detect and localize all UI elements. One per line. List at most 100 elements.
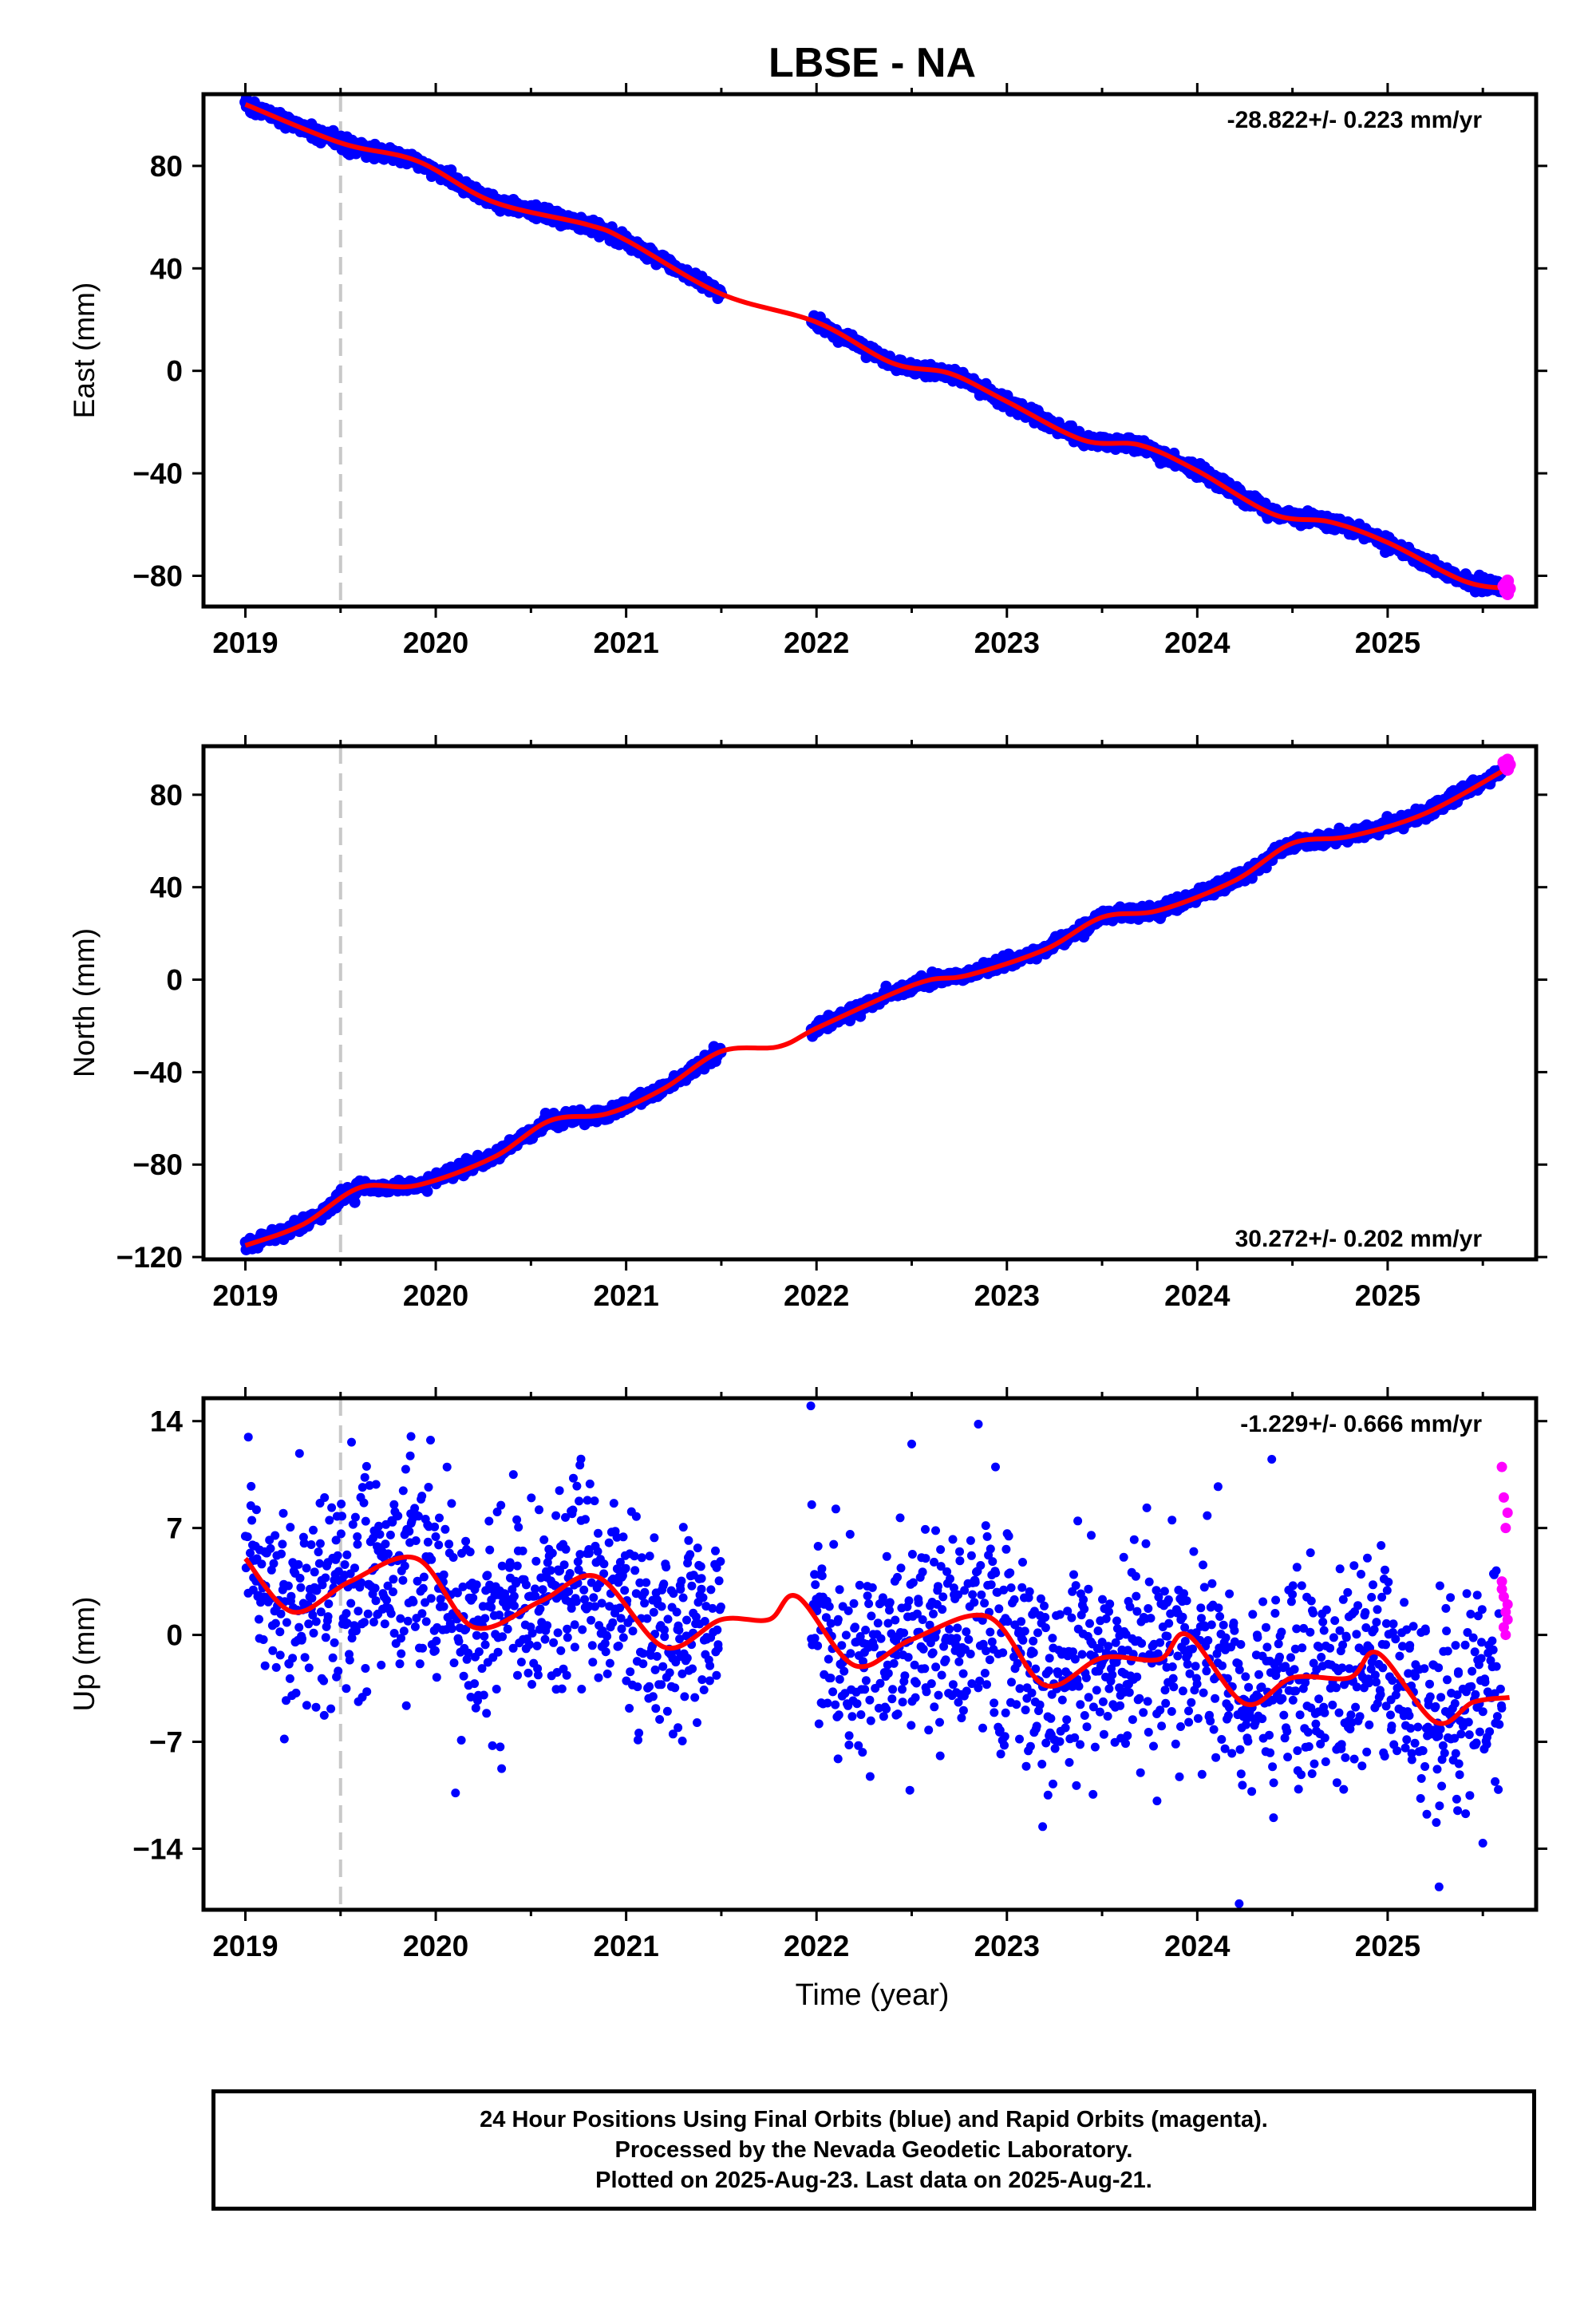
final-orbit-point — [1046, 1713, 1056, 1723]
final-orbit-point — [477, 1664, 487, 1674]
final-orbit-point — [471, 1703, 480, 1713]
final-orbit-point — [811, 1580, 820, 1590]
final-orbit-point — [479, 1690, 488, 1700]
final-orbit-point — [888, 1685, 898, 1694]
final-orbit-point — [374, 1521, 384, 1531]
final-orbit-point — [309, 1525, 318, 1535]
final-orbit-point — [705, 1676, 714, 1686]
final-orbit-point — [657, 1602, 666, 1611]
chart-title: LBSE - NA — [768, 40, 976, 86]
final-orbit-point — [921, 1554, 930, 1563]
final-orbit-point — [362, 1687, 372, 1697]
final-orbit-point — [524, 1640, 534, 1650]
y-tick-label: −80 — [132, 559, 183, 592]
final-orbit-point — [456, 1736, 466, 1745]
final-orbit-point — [828, 1687, 838, 1697]
final-orbit-point — [712, 1670, 721, 1680]
final-orbit-point — [497, 1764, 507, 1773]
final-orbit-point — [488, 1741, 497, 1750]
final-orbit-point — [1017, 1617, 1026, 1626]
final-orbit-point — [955, 1556, 965, 1566]
final-orbit-point — [423, 1537, 433, 1547]
final-orbit-point — [371, 1480, 381, 1489]
final-orbit-point — [602, 1669, 612, 1678]
final-orbit-point — [275, 1627, 285, 1637]
final-orbit-point — [954, 1590, 963, 1599]
rapid-orbit-points — [1497, 574, 1516, 600]
final-orbit-point — [587, 1578, 596, 1587]
panel-east: 2019 2020 2021 2022 2023 2024 202580400−40−80E… — [68, 83, 1547, 659]
final-orbit-point — [599, 1559, 609, 1569]
final-orbit-point — [342, 1609, 351, 1618]
final-orbit-point — [658, 1662, 668, 1671]
final-orbit-point — [461, 1536, 471, 1546]
final-orbit-point — [659, 1579, 669, 1589]
final-orbit-point — [645, 1682, 654, 1691]
final-orbit-point — [625, 1704, 634, 1713]
final-orbit-point — [257, 1559, 267, 1569]
final-orbit-point — [397, 1634, 405, 1643]
final-orbit-point — [415, 1659, 425, 1669]
final-orbit-point — [650, 1665, 660, 1674]
final-orbit-point — [396, 1614, 405, 1623]
final-orbit-point — [247, 1481, 256, 1491]
final-orbit-point — [635, 1578, 645, 1587]
final-orbit-point — [514, 1523, 523, 1532]
final-orbit-point — [1029, 1636, 1038, 1646]
final-orbit-point — [556, 1646, 566, 1655]
final-orbit-point — [333, 1551, 342, 1560]
final-orbit-point — [634, 1735, 642, 1745]
model-fit-curve — [244, 765, 1511, 1248]
final-orbit-point — [869, 1642, 879, 1652]
final-orbit-point — [682, 1654, 692, 1663]
final-orbit-point — [565, 1569, 575, 1578]
final-orbit-point — [531, 1591, 540, 1601]
final-orbit-point — [660, 1625, 669, 1634]
final-orbit-point — [907, 1550, 917, 1559]
final-orbit-point — [852, 1699, 862, 1709]
final-orbit-point — [294, 1622, 304, 1632]
final-orbit-point — [706, 1585, 716, 1595]
final-orbit-point — [879, 1712, 888, 1721]
final-orbit-point — [319, 1676, 329, 1686]
final-orbit-point — [1006, 1583, 1016, 1592]
final-orbit-point — [389, 1629, 399, 1638]
final-orbit-point — [315, 1539, 325, 1548]
final-orbit-point — [321, 1573, 330, 1583]
final-orbit-point — [454, 1637, 464, 1646]
final-orbit-point — [844, 1731, 854, 1741]
final-orbit-point — [855, 1580, 864, 1590]
final-orbit-point — [637, 1553, 646, 1563]
final-orbit-point — [399, 1626, 409, 1636]
final-orbit-point — [1005, 1568, 1015, 1578]
final-orbit-point — [285, 1674, 294, 1683]
final-orbit-point — [891, 1615, 900, 1625]
final-orbit-point — [248, 1585, 258, 1595]
panel-up: 2019 2020 2021 2022 2023 2024 20251470−7−14Up … — [68, 1387, 1547, 1962]
final-orbit-point — [308, 1611, 318, 1620]
final-orbit-point — [363, 1609, 373, 1618]
final-orbit-point — [572, 1481, 582, 1491]
final-orbit-point — [508, 1643, 518, 1653]
final-orbit-point — [474, 1647, 484, 1657]
final-orbit-point — [314, 1559, 324, 1568]
final-orbit-point — [914, 1598, 923, 1607]
final-orbit-point — [684, 1535, 693, 1545]
final-orbit-point — [711, 1546, 720, 1555]
final-orbit-point — [1021, 1705, 1030, 1715]
final-orbit-point — [251, 1505, 261, 1515]
plot-frame — [201, 92, 1539, 609]
final-orbit-point — [986, 1544, 995, 1554]
final-orbit-point — [389, 1587, 397, 1597]
final-orbit-point — [432, 1673, 441, 1682]
final-orbit-point — [900, 1671, 910, 1681]
final-orbit-point — [405, 1527, 414, 1536]
final-orbit-point — [430, 1522, 440, 1531]
x-tick-label: 2021 — [593, 626, 658, 659]
final-orbit-point — [599, 1569, 609, 1579]
final-orbit-point — [395, 1659, 405, 1669]
final-orbit-point — [676, 1584, 685, 1594]
final-orbit-point — [861, 1626, 871, 1634]
final-orbit-point — [403, 1616, 413, 1626]
final-orbit-point — [642, 1614, 652, 1623]
